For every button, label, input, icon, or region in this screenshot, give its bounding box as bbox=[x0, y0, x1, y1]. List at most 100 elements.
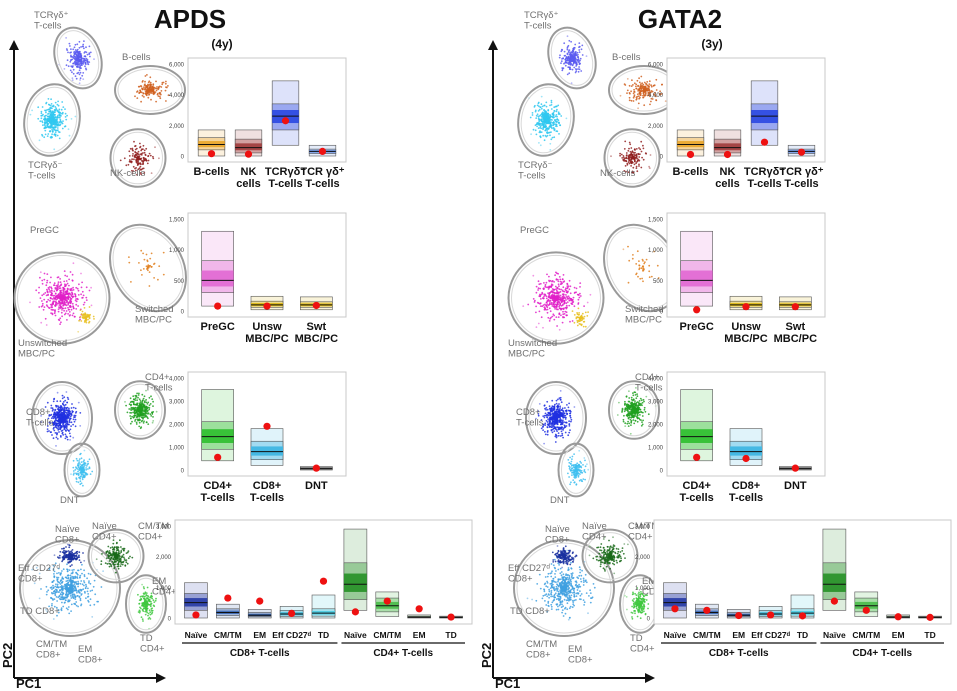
scatter-point bbox=[50, 404, 53, 407]
scatter-point bbox=[629, 92, 631, 95]
scatter-point bbox=[42, 308, 45, 311]
scatter-point bbox=[544, 110, 547, 113]
scatter-point bbox=[72, 262, 75, 265]
scatter-point bbox=[62, 292, 64, 294]
scatter-point bbox=[85, 465, 88, 467]
scatter-point bbox=[89, 582, 92, 585]
scatter-point bbox=[46, 290, 49, 292]
scatter-point bbox=[546, 114, 549, 117]
scatter-point bbox=[150, 609, 153, 612]
scatter-point bbox=[51, 306, 54, 309]
scatter-point bbox=[108, 565, 111, 568]
scatter-point bbox=[80, 59, 83, 61]
scatter-point bbox=[61, 415, 64, 417]
scatter-point bbox=[50, 297, 52, 300]
scatter-point bbox=[44, 292, 47, 294]
scatter-point bbox=[43, 127, 46, 129]
scatter-point bbox=[144, 83, 146, 86]
scatter-point bbox=[81, 64, 83, 67]
scatter-point bbox=[51, 133, 53, 136]
scatter-point bbox=[80, 475, 82, 478]
scatter-point bbox=[540, 95, 543, 98]
scatter-point bbox=[132, 400, 135, 403]
scatter-point bbox=[53, 282, 56, 285]
scatter-point bbox=[637, 107, 639, 110]
scatter-point bbox=[43, 272, 46, 275]
scatter-point bbox=[74, 598, 77, 600]
scatter-point bbox=[116, 546, 119, 548]
scatter-point bbox=[64, 417, 67, 420]
scatter-point bbox=[64, 585, 67, 588]
scatter-point bbox=[144, 75, 147, 77]
patient-dot bbox=[447, 613, 455, 621]
scatter-point bbox=[85, 57, 88, 60]
scatter-point bbox=[62, 106, 65, 108]
scatter-point bbox=[109, 547, 112, 549]
scatter-point bbox=[50, 103, 53, 105]
scatter-point bbox=[60, 302, 62, 305]
scatter-point bbox=[56, 391, 59, 394]
scatter-point bbox=[139, 427, 142, 430]
scatter-point bbox=[100, 560, 103, 563]
scatter-point bbox=[123, 547, 126, 550]
scatter-point bbox=[559, 124, 561, 126]
scatter-point bbox=[62, 568, 65, 571]
y-tick-label: 6,000 bbox=[169, 63, 185, 69]
scatter-point bbox=[536, 113, 539, 116]
category-label: CD8+ T-cells bbox=[250, 480, 284, 504]
scatter-point bbox=[56, 123, 59, 126]
scatter-point bbox=[149, 76, 152, 79]
panel-title-line: APDS bbox=[154, 4, 226, 34]
scatter-point bbox=[121, 563, 124, 566]
scatter-point bbox=[88, 61, 91, 63]
scatter-label-td4: TD CD4+ bbox=[140, 633, 165, 654]
scatter-point bbox=[53, 294, 56, 297]
scatter-point bbox=[59, 574, 62, 576]
scatter-point bbox=[567, 62, 569, 65]
scatter-point bbox=[71, 296, 74, 299]
scatter-point bbox=[59, 550, 62, 553]
scatter-point bbox=[107, 554, 109, 556]
scatter-point bbox=[49, 586, 52, 589]
scatter-point bbox=[642, 96, 645, 99]
scatter-point bbox=[79, 582, 82, 585]
scatter-point bbox=[77, 462, 80, 465]
scatter-point bbox=[632, 96, 635, 99]
scatter-point bbox=[53, 114, 56, 116]
scatter-point bbox=[115, 553, 118, 556]
scatter-label-em8: EM CD8+ bbox=[78, 644, 103, 665]
scatter-point bbox=[140, 414, 142, 417]
scatter-label-pregc: PreGC bbox=[30, 225, 59, 236]
scatter-point bbox=[543, 117, 545, 120]
scatter-point bbox=[131, 172, 134, 175]
scatter-point bbox=[65, 304, 68, 307]
scatter-point bbox=[149, 403, 152, 405]
scatter-point bbox=[643, 85, 645, 88]
scatter-point bbox=[152, 155, 154, 158]
y-axis-label-line: PC2 bbox=[0, 643, 15, 668]
scatter-point bbox=[73, 55, 76, 58]
scatter-point bbox=[76, 576, 79, 578]
scatter-point bbox=[89, 598, 92, 601]
scatter-point bbox=[46, 108, 49, 111]
scatter-point bbox=[47, 133, 50, 135]
scatter-point bbox=[546, 134, 549, 137]
scatter-point bbox=[143, 96, 145, 98]
scatter-point bbox=[151, 597, 154, 600]
scatter-point bbox=[549, 125, 551, 128]
scatter-point bbox=[535, 133, 538, 136]
y-tick-label: 3,000 bbox=[169, 400, 185, 406]
scatter-cluster bbox=[517, 83, 575, 157]
scatter-point bbox=[539, 135, 542, 138]
scatter-point bbox=[38, 291, 40, 294]
scatter-point bbox=[80, 286, 83, 289]
scatter-point bbox=[540, 115, 543, 118]
scatter-cluster bbox=[109, 128, 167, 188]
scatter-point bbox=[541, 113, 544, 116]
scatter-point bbox=[88, 316, 91, 319]
category-label: PreGC bbox=[201, 321, 235, 333]
scatter-point bbox=[58, 124, 61, 126]
scatter-point bbox=[130, 407, 133, 410]
scatter-point bbox=[113, 554, 116, 557]
scatter-point bbox=[128, 261, 131, 264]
